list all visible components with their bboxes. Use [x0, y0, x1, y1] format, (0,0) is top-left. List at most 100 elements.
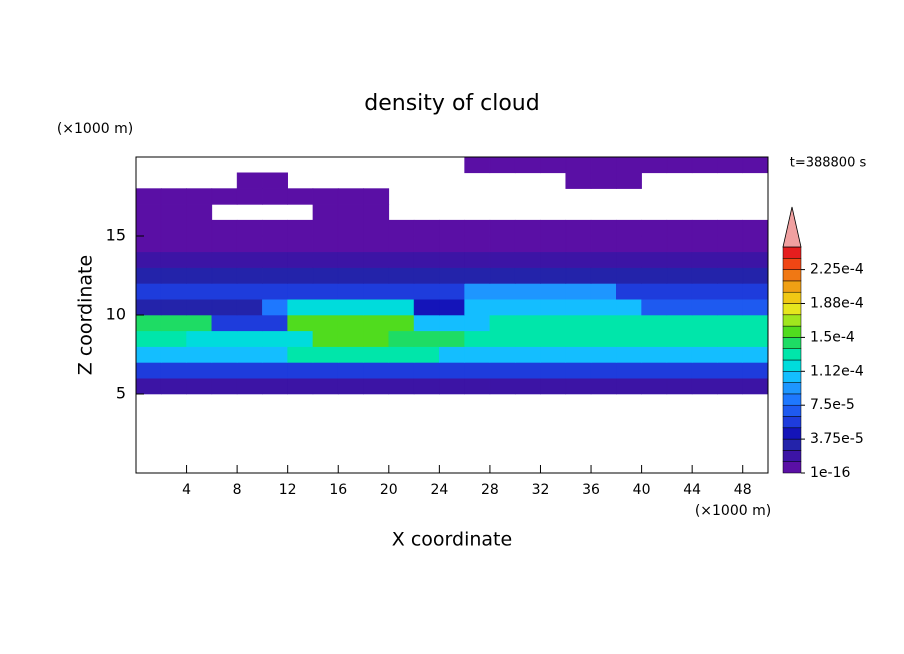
contour-cell — [388, 346, 415, 363]
contour-cell — [742, 251, 769, 268]
contour-cell — [413, 362, 440, 379]
contour-cell — [439, 267, 465, 284]
contour-cell — [489, 330, 516, 347]
contour-cell — [590, 172, 617, 189]
contour-cell — [565, 219, 592, 237]
contour-cell — [489, 156, 516, 174]
contour-cell — [135, 362, 162, 379]
contour-cell — [413, 267, 440, 284]
contour-cell — [666, 298, 693, 316]
contour-cell — [186, 235, 213, 253]
contour-cell — [186, 377, 213, 395]
contour-cell — [691, 156, 718, 174]
contour-cell — [540, 251, 567, 268]
contour-cell — [236, 267, 263, 284]
contour-cell — [262, 330, 288, 347]
contour-cell — [590, 362, 617, 379]
contour-cell — [565, 156, 592, 174]
colorbar-extension — [782, 206, 802, 248]
contour-cell — [262, 235, 288, 253]
contour-cell — [211, 362, 238, 379]
contour-cell — [287, 314, 314, 332]
contour-cell — [363, 219, 390, 237]
x-axis-label: X coordinate — [392, 529, 512, 551]
contour-cell — [641, 314, 668, 332]
contour-cell — [211, 235, 238, 253]
contour-cell — [439, 298, 465, 316]
contour-cell — [717, 377, 744, 395]
contour-cell — [287, 267, 314, 284]
contour-cell — [691, 346, 718, 363]
contour-cell — [211, 219, 238, 237]
contour-cell — [413, 251, 440, 268]
contour-cell — [439, 251, 465, 268]
contour-cell — [262, 251, 288, 268]
contour-cell — [691, 362, 718, 379]
contour-cell — [312, 377, 339, 395]
colorbar-band — [782, 427, 802, 440]
contour-cell — [388, 314, 415, 332]
contour-cell — [262, 267, 288, 284]
contour-cell — [464, 346, 491, 363]
contour-cell — [363, 377, 390, 395]
colorbar-band — [782, 258, 802, 270]
colorbar-band — [782, 280, 802, 293]
contour-cell — [186, 204, 213, 221]
contour-cell — [413, 346, 440, 363]
contour-cell — [666, 251, 693, 268]
contour-cell — [186, 219, 213, 237]
x-tick-label: 36 — [582, 482, 600, 498]
contour-cell — [691, 298, 718, 316]
contour-cell — [337, 219, 364, 237]
contour-cell — [616, 267, 642, 284]
colorbar-tick-label: 1.88e-4 — [810, 296, 864, 312]
chart-title: density of cloud — [364, 91, 539, 116]
colorbar-band — [782, 337, 802, 349]
contour-cell — [717, 314, 744, 332]
contour-cell — [413, 298, 440, 316]
contour-cell — [514, 156, 541, 174]
contour-cell — [413, 314, 440, 332]
colorbar-band — [782, 382, 802, 395]
contour-cell — [312, 298, 339, 316]
contour-cell — [641, 362, 668, 379]
contour-cell — [135, 251, 162, 268]
contour-cell — [540, 362, 567, 379]
contour-cell — [337, 188, 364, 205]
contour-cell — [540, 330, 567, 347]
contour-cell — [742, 219, 769, 237]
y-tick-label: 10 — [106, 305, 126, 324]
contour-cell — [236, 377, 263, 395]
colorbar-band — [782, 461, 802, 474]
contour-cell — [186, 267, 213, 284]
contour-cell — [363, 362, 390, 379]
contour-cell — [312, 235, 339, 253]
colorbar-band — [782, 314, 802, 327]
contour-cell — [287, 330, 314, 347]
contour-cell — [413, 330, 440, 347]
contour-cell — [464, 156, 491, 174]
contour-cell — [211, 283, 238, 300]
contour-cell — [135, 298, 162, 316]
contour-cell — [337, 377, 364, 395]
contour-cell — [464, 267, 491, 284]
contour-cell — [641, 235, 668, 253]
contour-cell — [666, 219, 693, 237]
contour-cell — [540, 298, 567, 316]
x-tick-label: 44 — [683, 482, 701, 498]
x-tick-label: 48 — [734, 482, 752, 498]
contour-cell — [691, 219, 718, 237]
contour-cell — [742, 298, 769, 316]
colorbar-band — [782, 348, 802, 361]
contour-cell — [590, 330, 617, 347]
colorbar-tick-label: 1e-16 — [810, 465, 850, 481]
contour-cell — [236, 283, 263, 300]
contour-cell — [439, 235, 465, 253]
colorbar-band — [782, 325, 802, 338]
contour-cell — [160, 346, 187, 363]
contour-cell — [641, 156, 668, 174]
colorbar-band — [782, 246, 802, 259]
contour-cell — [262, 172, 288, 189]
contour-cell — [262, 219, 288, 237]
contour-cell — [616, 377, 642, 395]
